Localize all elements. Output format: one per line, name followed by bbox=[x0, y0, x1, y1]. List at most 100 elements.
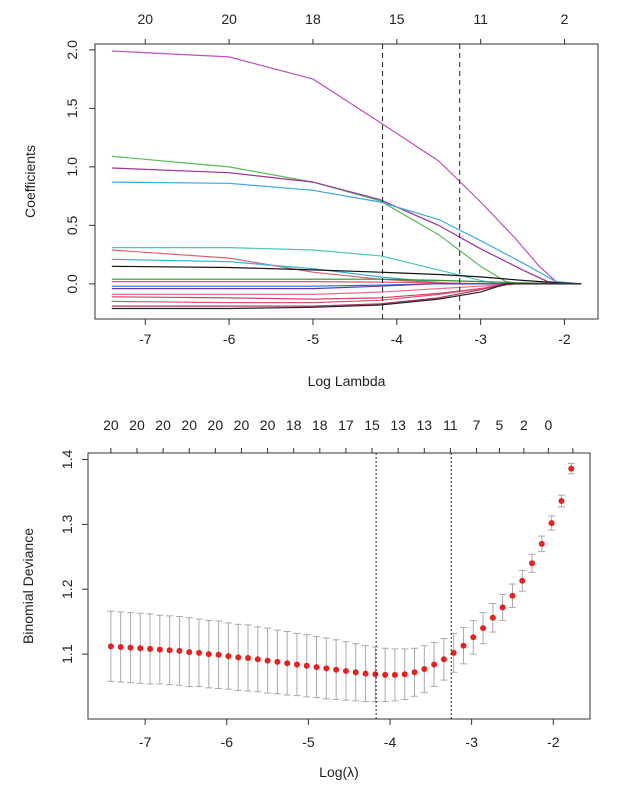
top-tick-label: 20 bbox=[155, 417, 171, 433]
deviance-point bbox=[499, 604, 506, 611]
deviance-point bbox=[372, 671, 379, 678]
deviance-point bbox=[568, 465, 575, 472]
y-tick-label: 1.0 bbox=[64, 157, 80, 177]
deviance-point bbox=[489, 614, 496, 621]
deviance-point bbox=[127, 644, 134, 651]
deviance-point bbox=[264, 657, 271, 664]
deviance-point bbox=[313, 664, 320, 671]
coefficient-path-line bbox=[111, 155, 582, 285]
deviance-point bbox=[411, 669, 418, 676]
top-tick-label: 20 bbox=[138, 11, 154, 27]
x-tick-label: -7 bbox=[139, 331, 152, 347]
y-tick-label: 0.0 bbox=[64, 274, 80, 294]
deviance-point bbox=[342, 667, 349, 674]
coefficient-path-line bbox=[111, 283, 582, 310]
top-tick-label: 20 bbox=[103, 417, 119, 433]
x-tick-label: -2 bbox=[547, 734, 560, 750]
y-tick-label: 1.5 bbox=[64, 98, 80, 118]
x-tick-label: -4 bbox=[384, 734, 397, 750]
deviance-point bbox=[205, 651, 212, 658]
top-tick-label: 5 bbox=[495, 417, 503, 433]
deviance-point bbox=[225, 653, 232, 660]
deviance-point bbox=[440, 656, 447, 663]
deviance-point bbox=[147, 645, 154, 652]
deviance-point bbox=[215, 651, 222, 658]
coefficient-path-line bbox=[111, 50, 582, 285]
top-tick-label: 7 bbox=[473, 417, 481, 433]
deviance-point bbox=[460, 642, 467, 649]
deviance-point bbox=[382, 671, 389, 678]
y-tick-label: 1.4 bbox=[59, 450, 75, 470]
top-tick-label: 20 bbox=[181, 417, 197, 433]
deviance-point bbox=[480, 625, 487, 632]
top-tick-label: 15 bbox=[364, 417, 380, 433]
deviance-point bbox=[333, 666, 340, 673]
deviance-point bbox=[548, 520, 555, 527]
top-tick-label: 18 bbox=[312, 417, 328, 433]
x-tick-label: -5 bbox=[307, 331, 320, 347]
deviance-point bbox=[421, 666, 428, 673]
deviance-point bbox=[519, 577, 526, 584]
top-tick-label: 0 bbox=[544, 417, 552, 433]
top-tick-label: 18 bbox=[305, 11, 321, 27]
deviance-point bbox=[156, 646, 163, 653]
top-tick-label: 18 bbox=[286, 417, 302, 433]
top-tick-label: 17 bbox=[338, 417, 354, 433]
coefficient-path-line bbox=[111, 265, 582, 285]
x-axis-title: Log(λ) bbox=[319, 764, 359, 780]
deviance-point bbox=[352, 669, 359, 676]
top-tick-label: 11 bbox=[443, 417, 458, 433]
x-tick-label: -2 bbox=[558, 331, 571, 347]
cross-validation-deviance-plot: -7 -6 -5 -4 -3 -2 1.1 1.2 1.3 1.4 20 20 20 20 20 20 20 18… bbox=[20, 417, 591, 780]
deviance-point bbox=[529, 560, 536, 567]
top-tick-label: 2 bbox=[561, 11, 569, 27]
x-tick-label: -4 bbox=[391, 331, 404, 347]
x-tick-label: -3 bbox=[465, 734, 478, 750]
y-axis-title: Coefficients bbox=[22, 145, 38, 218]
x-tick-label: -3 bbox=[474, 331, 487, 347]
plot-frame bbox=[87, 452, 591, 720]
deviance-point bbox=[254, 656, 261, 663]
deviance-point bbox=[391, 671, 398, 678]
top-tick-label: 20 bbox=[208, 417, 224, 433]
top-tick-label: 2 bbox=[520, 417, 528, 433]
y-tick-label: 1.2 bbox=[59, 579, 75, 599]
deviance-point bbox=[186, 649, 193, 656]
deviance-point bbox=[362, 670, 369, 677]
coefficient-path-line bbox=[111, 278, 582, 285]
top-tick-label: 20 bbox=[129, 417, 145, 433]
deviance-point bbox=[323, 665, 330, 672]
deviance-point bbox=[509, 592, 516, 599]
top-tick-label: 20 bbox=[221, 11, 237, 27]
y-axis-title: Binomial Deviance bbox=[20, 528, 36, 644]
coefficient-path-line bbox=[111, 181, 582, 285]
deviance-point bbox=[137, 645, 144, 652]
deviance-point bbox=[470, 634, 477, 641]
deviance-point bbox=[431, 661, 438, 668]
deviance-point bbox=[293, 661, 300, 668]
top-tick-label: 20 bbox=[234, 417, 250, 433]
x-tick-label: -6 bbox=[223, 331, 236, 347]
y-tick-label: 1.1 bbox=[59, 644, 75, 664]
deviance-point bbox=[450, 649, 457, 656]
deviance-point bbox=[303, 662, 310, 669]
top-tick-label: 15 bbox=[389, 11, 405, 27]
x-axis-title: Log Lambda bbox=[308, 373, 386, 389]
top-tick-label: 11 bbox=[473, 11, 488, 27]
top-tick-label: 13 bbox=[417, 417, 433, 433]
coefficient-path-line bbox=[111, 167, 582, 285]
x-tick-label: -5 bbox=[302, 734, 315, 750]
deviance-point bbox=[274, 658, 281, 665]
deviance-point bbox=[558, 498, 565, 505]
deviance-point bbox=[538, 540, 545, 547]
x-tick-label: -6 bbox=[221, 734, 234, 750]
deviance-point bbox=[107, 643, 114, 650]
x-tick-label: -7 bbox=[139, 734, 152, 750]
y-tick-label: 2.0 bbox=[64, 40, 80, 60]
y-tick-label: 0.5 bbox=[64, 215, 80, 235]
top-tick-label: 13 bbox=[390, 417, 406, 433]
deviance-point bbox=[401, 671, 408, 678]
top-tick-label: 20 bbox=[260, 417, 276, 433]
coefficient-path-plot: -7 -6 -5 -4 -3 -2 0.0 0.5 1.0 1.5 2.0 20 20 18 15 11 2 Lo… bbox=[22, 11, 599, 389]
